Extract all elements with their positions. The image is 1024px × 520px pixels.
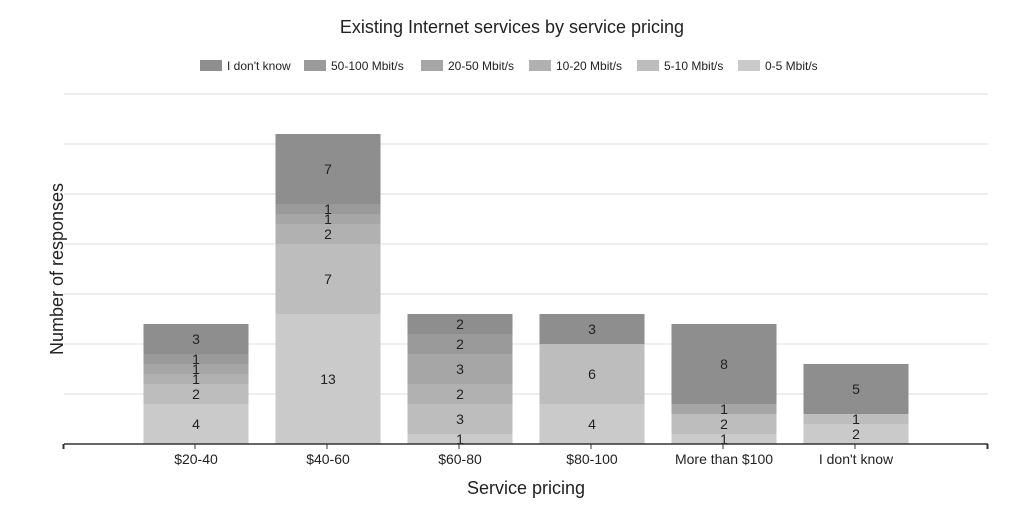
x-axis-ticks: $20-40 $40-60 $60-80 $80-100 More than $100 I… bbox=[62, 444, 989, 467]
data-label: 1 bbox=[720, 401, 728, 417]
x-tick-label: More than $100 bbox=[675, 451, 773, 467]
bar-segment bbox=[671, 324, 777, 404]
legend-item: 10-20 Mbit/s bbox=[529, 59, 622, 73]
legend-label: 0-5 Mbit/s bbox=[765, 59, 818, 73]
bar-segment bbox=[275, 134, 381, 204]
bar-segment bbox=[143, 364, 249, 374]
legend-swatch bbox=[200, 60, 222, 71]
bar-segment bbox=[407, 334, 513, 354]
data-label: 7 bbox=[324, 271, 332, 287]
legend-label: 50-100 Mbit/s bbox=[331, 59, 404, 73]
data-label: 1 bbox=[324, 211, 332, 227]
bar-segment bbox=[275, 314, 381, 444]
legend-label: 20-50 Mbit/s bbox=[448, 59, 514, 73]
data-label: 3 bbox=[192, 331, 200, 347]
bar-segment bbox=[275, 214, 381, 224]
bar-segment bbox=[275, 244, 381, 314]
data-label: 2 bbox=[324, 226, 332, 242]
legend-item: 0-5 Mbit/s bbox=[738, 59, 818, 73]
bar-segment bbox=[539, 404, 645, 444]
bar-segment bbox=[671, 434, 777, 444]
bar-segment bbox=[407, 404, 513, 434]
data-label: 1 bbox=[720, 431, 728, 447]
data-label: 1 bbox=[324, 201, 332, 217]
bar-segment bbox=[143, 374, 249, 384]
data-label: 7 bbox=[324, 161, 332, 177]
data-label: 1 bbox=[852, 411, 860, 427]
data-label: 4 bbox=[192, 416, 200, 432]
bar-segment bbox=[803, 424, 909, 444]
x-tick-label: I don't know bbox=[819, 451, 894, 467]
bar-segment bbox=[407, 434, 513, 444]
bar-segment bbox=[143, 354, 249, 364]
data-label: 3 bbox=[588, 321, 596, 337]
y-axis-label: Number of responses bbox=[47, 183, 67, 355]
data-label: 2 bbox=[852, 426, 860, 442]
x-tick-label: $60-80 bbox=[438, 451, 482, 467]
bar-segment bbox=[671, 404, 777, 414]
legend-swatch bbox=[529, 60, 551, 71]
bar-segment bbox=[275, 204, 381, 214]
data-label: 6 bbox=[588, 366, 596, 382]
data-label: 3 bbox=[456, 361, 464, 377]
bar-segment bbox=[407, 314, 513, 334]
x-tick-label: $40-60 bbox=[306, 451, 350, 467]
legend-label: 5-10 Mbit/s bbox=[664, 59, 723, 73]
legend-label: 10-20 Mbit/s bbox=[556, 59, 622, 73]
legend: I don't know 50-100 Mbit/s 20-50 Mbit/s 10-… bbox=[200, 59, 818, 73]
bar-segment bbox=[275, 224, 381, 244]
data-label: 4 bbox=[588, 416, 596, 432]
bar-segment bbox=[407, 354, 513, 384]
data-label: 1 bbox=[456, 431, 464, 447]
data-label: 2 bbox=[456, 336, 464, 352]
chart-title: Existing Internet services by service pr… bbox=[340, 17, 684, 37]
legend-item: 5-10 Mbit/s bbox=[637, 59, 723, 73]
x-tick-label: $80-100 bbox=[566, 451, 618, 467]
data-label: 1 bbox=[192, 351, 200, 367]
legend-item: 20-50 Mbit/s bbox=[421, 59, 514, 73]
data-label: 2 bbox=[720, 416, 728, 432]
data-label: 2 bbox=[456, 316, 464, 332]
bars bbox=[143, 134, 909, 444]
legend-swatch bbox=[304, 60, 326, 71]
bar-segment bbox=[539, 314, 645, 344]
data-label: 3 bbox=[456, 411, 464, 427]
bar-segment bbox=[143, 384, 249, 404]
bar-segment bbox=[407, 384, 513, 404]
data-label: 13 bbox=[320, 371, 336, 387]
bar-segment bbox=[539, 344, 645, 404]
data-label: 1 bbox=[192, 361, 200, 377]
legend-label: I don't know bbox=[227, 59, 291, 73]
data-label: 8 bbox=[720, 356, 728, 372]
bar-segment bbox=[143, 404, 249, 444]
x-axis-label: Service pricing bbox=[467, 478, 585, 498]
legend-swatch bbox=[738, 60, 760, 71]
data-label: 2 bbox=[456, 386, 464, 402]
legend-swatch bbox=[421, 60, 443, 71]
data-label: 1 bbox=[192, 371, 200, 387]
x-tick-label: $20-40 bbox=[174, 451, 218, 467]
legend-item: I don't know bbox=[200, 59, 291, 73]
legend-swatch bbox=[637, 60, 659, 71]
bar-segment bbox=[803, 364, 909, 414]
data-label: 5 bbox=[852, 381, 860, 397]
bar-segment bbox=[143, 324, 249, 354]
bar-segment bbox=[803, 414, 909, 424]
data-label: 2 bbox=[192, 386, 200, 402]
legend-item: 50-100 Mbit/s bbox=[304, 59, 404, 73]
bar-segment bbox=[671, 414, 777, 434]
